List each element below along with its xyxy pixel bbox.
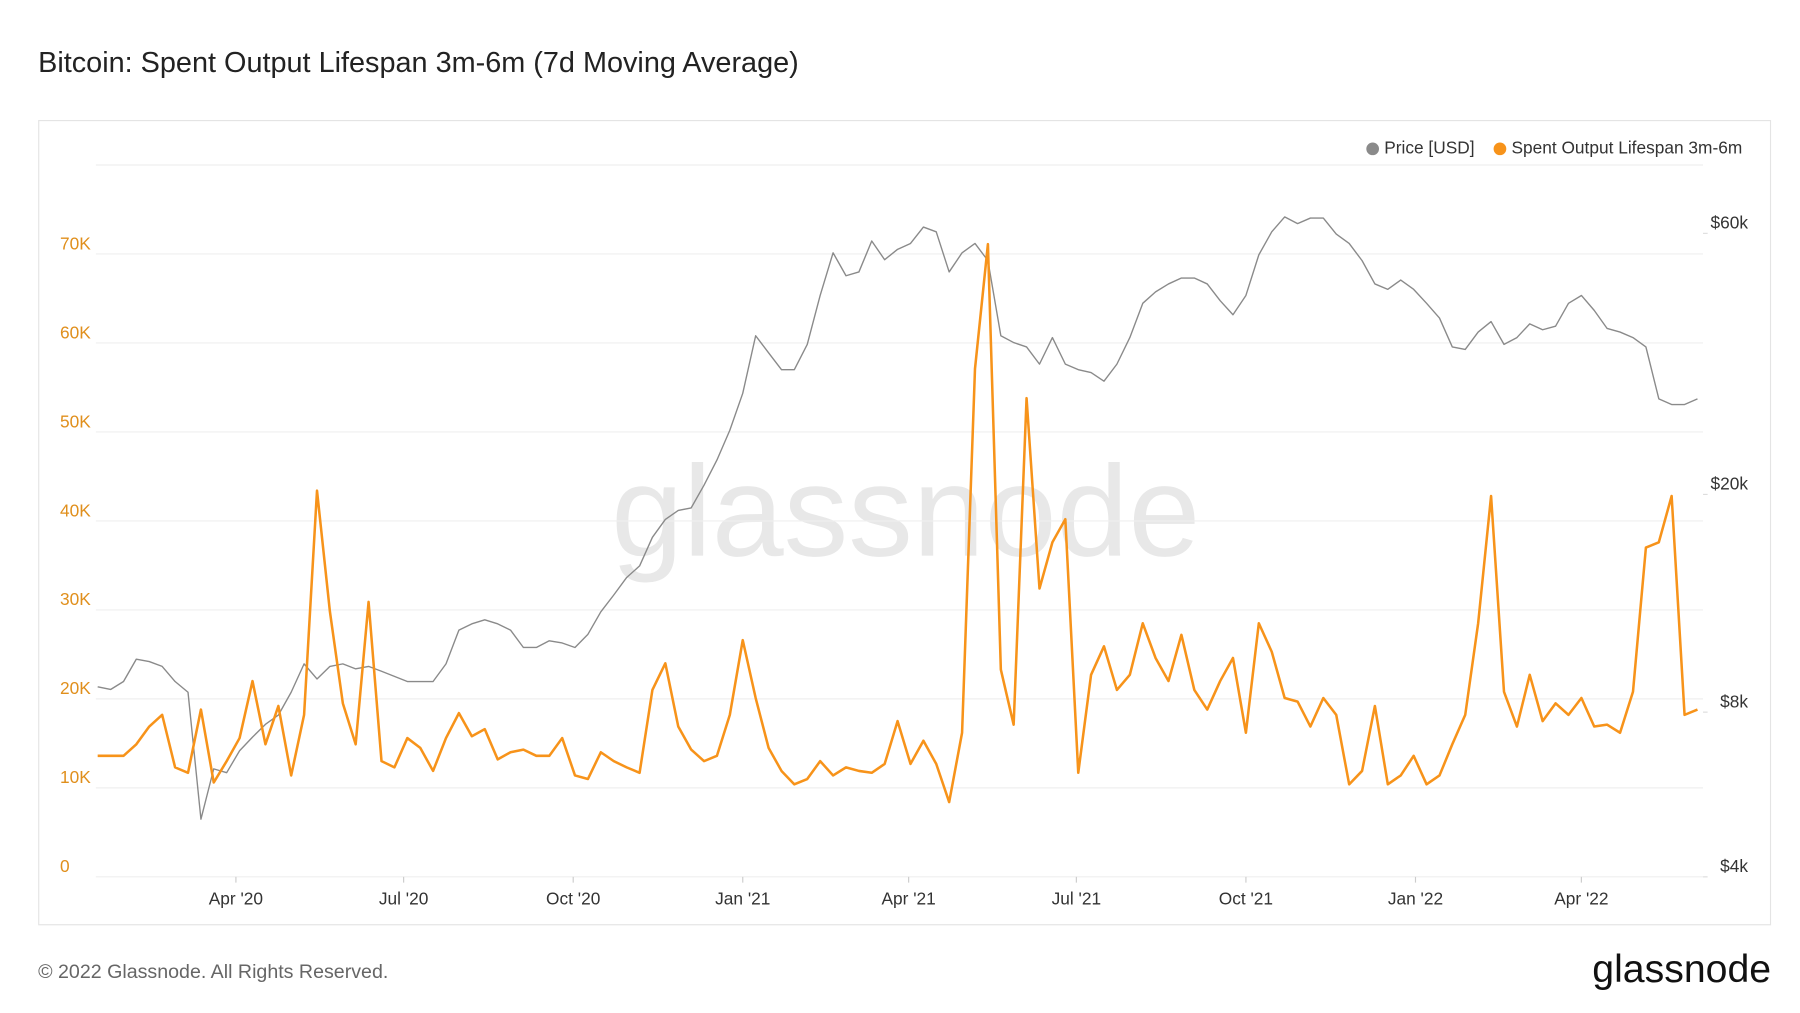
x-tick-label: Jul '21 bbox=[1052, 888, 1101, 908]
y2-tick-label: $4k bbox=[1720, 856, 1748, 876]
y-tick-label: 70K bbox=[60, 233, 91, 253]
y-tick-label: 50K bbox=[60, 411, 91, 431]
series-line bbox=[97, 216, 1698, 820]
logo: glassnode bbox=[1592, 947, 1771, 991]
footer: © 2022 Glassnode. All Rights Reserved. bbox=[38, 961, 388, 983]
chart-frame bbox=[38, 119, 1772, 926]
x-tick-label: Oct '20 bbox=[546, 888, 600, 908]
x-tick-label: Jan '21 bbox=[715, 888, 770, 908]
y-tick-label: 0 bbox=[60, 856, 70, 876]
legend-label: Price [USD] bbox=[1384, 137, 1474, 157]
y2-tick-label: $60k bbox=[1710, 213, 1748, 233]
legend-label: Spent Output Lifespan 3m-6m bbox=[1511, 137, 1742, 157]
x-tick-label: Apr '21 bbox=[882, 888, 936, 908]
legend-marker bbox=[1366, 142, 1380, 156]
y2-tick-label: $8k bbox=[1720, 691, 1748, 711]
series-line bbox=[97, 242, 1698, 804]
y-tick-label: 20K bbox=[60, 678, 91, 698]
x-tick-label: Jul '20 bbox=[379, 888, 428, 908]
legend-marker bbox=[1493, 142, 1507, 156]
y-tick-label: 60K bbox=[60, 322, 91, 342]
x-tick-label: Jan '22 bbox=[1388, 888, 1443, 908]
y-tick-label: 30K bbox=[60, 589, 91, 609]
y2-tick-label: $20k bbox=[1710, 474, 1748, 494]
y-tick-label: 10K bbox=[60, 767, 91, 787]
x-tick-label: Oct '21 bbox=[1219, 888, 1273, 908]
watermark: glassnode bbox=[611, 440, 1200, 584]
chart-title: Bitcoin: Spent Output Lifespan 3m-6m (7d… bbox=[38, 47, 799, 79]
x-tick-label: Apr '22 bbox=[1554, 888, 1608, 908]
x-tick-label: Apr '20 bbox=[209, 888, 263, 908]
y-tick-label: 40K bbox=[60, 500, 91, 520]
